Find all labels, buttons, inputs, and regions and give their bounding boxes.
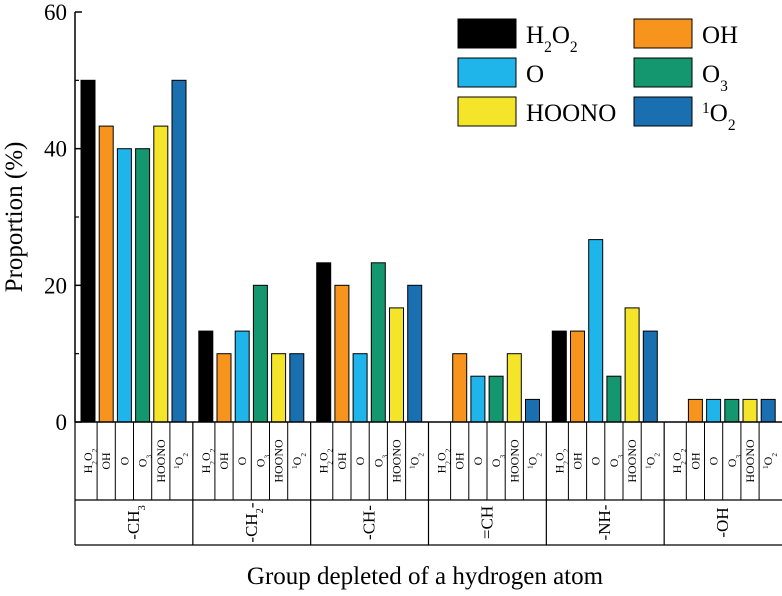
- bar-1o2-4: [642, 330, 658, 423]
- y-tick-label-0: 0: [56, 410, 68, 435]
- bar-1o2-5: [760, 398, 776, 423]
- legend-label-hoono: HOONO: [526, 100, 616, 127]
- legend-label-1o2: 1O2: [702, 100, 736, 134]
- series-tick-label: O3: [725, 455, 743, 468]
- series-tick-label: HOONO: [390, 439, 404, 483]
- bar-oh-5: [687, 398, 703, 423]
- y-tick-label-60: 60: [44, 0, 67, 25]
- legend-swatch-1o2: [633, 96, 693, 127]
- bar-o-4: [588, 239, 604, 423]
- series-tick-label: H2O2: [552, 448, 570, 473]
- bar-1o2-1: [289, 353, 305, 423]
- series-tick-label: OH: [335, 452, 349, 470]
- series-tick-label: O3: [371, 455, 389, 468]
- bar-oh-0: [98, 125, 114, 423]
- bar-h2o2-0: [80, 79, 96, 423]
- bar-1o2-0: [171, 79, 187, 423]
- series-tick-label: O: [471, 456, 485, 465]
- series-tick-label: 1O2: [172, 453, 190, 469]
- y-tick-label-40: 40: [44, 137, 67, 162]
- bar-hoono-1: [271, 353, 287, 423]
- series-tick-label: HOONO: [743, 439, 757, 483]
- bar-oh-4: [570, 330, 585, 423]
- bar-o-0: [116, 148, 132, 423]
- bar-hoono-4: [624, 307, 640, 423]
- bar-h2o2-4: [551, 330, 567, 423]
- bar-o-3: [470, 375, 486, 423]
- bar-hoono-3: [506, 353, 522, 423]
- legend-label-o3: O3: [702, 61, 728, 95]
- series-tick-label: O3: [136, 455, 154, 468]
- series-tick-label: 1O2: [525, 453, 543, 469]
- series-tick-label: O: [235, 456, 249, 465]
- series-tick-label: OH: [99, 452, 113, 470]
- legend-swatch-h2o2: [457, 18, 517, 49]
- legend-swatch-o3: [633, 57, 693, 88]
- series-tick-label: 1O2: [761, 453, 779, 469]
- series-tick-label: HOONO: [154, 439, 168, 483]
- y-axis-title: Proportion (%): [1, 142, 28, 293]
- series-tick-label: O3: [489, 455, 507, 468]
- series-tick-label: O: [707, 456, 721, 465]
- series-tick-label: H2O2: [199, 448, 217, 473]
- legend-label-o: O: [526, 61, 544, 88]
- bar-o3-3: [488, 375, 504, 423]
- bar-1o2-2: [407, 284, 423, 423]
- series-tick-label: 1O2: [643, 453, 661, 469]
- category-label-4: -NH-: [595, 504, 614, 540]
- bar-hoono-5: [742, 398, 758, 423]
- bar-hoono-2: [389, 307, 404, 423]
- bar-o3-1: [252, 284, 268, 423]
- legend-label-oh: OH: [702, 22, 738, 49]
- bar-1o2-3: [525, 398, 540, 423]
- series-tick-label: OH: [217, 452, 231, 470]
- series-tick-label: OH: [571, 452, 585, 470]
- series-tick-label: 1O2: [289, 453, 307, 469]
- bar-o-5: [706, 398, 722, 423]
- y-tick-label-20: 20: [44, 273, 67, 298]
- series-tick-label: O3: [253, 455, 271, 468]
- bar-h2o2-1: [198, 330, 214, 423]
- bar-o3-2: [370, 262, 386, 423]
- series-tick-label: 1O2: [407, 453, 425, 469]
- bar-hoono-0: [153, 125, 169, 423]
- bar-oh-3: [452, 353, 468, 423]
- series-tick-label: OH: [453, 452, 467, 470]
- series-tick-label: H2O2: [81, 448, 99, 473]
- series-tick-label: O: [589, 456, 603, 465]
- category-label-0: -CH3: [124, 505, 148, 540]
- bars-layer: [80, 79, 776, 423]
- bar-o3-0: [135, 148, 151, 423]
- category-label-3: =CH: [477, 506, 496, 539]
- legend: H2O2 OH O O3 HOONO 1O2: [457, 18, 738, 134]
- series-tick-label: HOONO: [272, 439, 286, 483]
- series-tick-label: H2O2: [670, 448, 688, 473]
- series-tick-label: HOONO: [625, 439, 639, 483]
- category-label-5: -OH: [713, 507, 732, 537]
- category-label-1: -CH2-: [242, 502, 266, 543]
- series-tick-label: H2O2: [435, 448, 453, 473]
- legend-label-h2o2: H2O2: [526, 22, 578, 56]
- x-axis-title: Group depleted of a hydrogen atom: [247, 563, 604, 590]
- bar-oh-2: [334, 284, 350, 423]
- bar-o-2: [352, 353, 368, 423]
- series-tick-label: O3: [607, 455, 625, 468]
- bar-o3-5: [724, 398, 740, 423]
- legend-swatch-hoono: [457, 96, 517, 127]
- bar-o-1: [234, 330, 250, 423]
- bar-h2o2-2: [316, 262, 332, 423]
- series-tick-label: O: [117, 456, 131, 465]
- category-label-2: -CH-: [360, 505, 379, 540]
- series-tick-label: HOONO: [507, 439, 521, 483]
- series-tick-label: OH: [688, 452, 702, 470]
- bar-o3-4: [606, 375, 622, 423]
- legend-swatch-oh: [633, 18, 693, 49]
- bar-oh-1: [216, 353, 232, 423]
- series-tick-label: H2O2: [317, 448, 335, 473]
- legend-swatch-o: [457, 57, 517, 88]
- series-tick-label: O: [353, 456, 367, 465]
